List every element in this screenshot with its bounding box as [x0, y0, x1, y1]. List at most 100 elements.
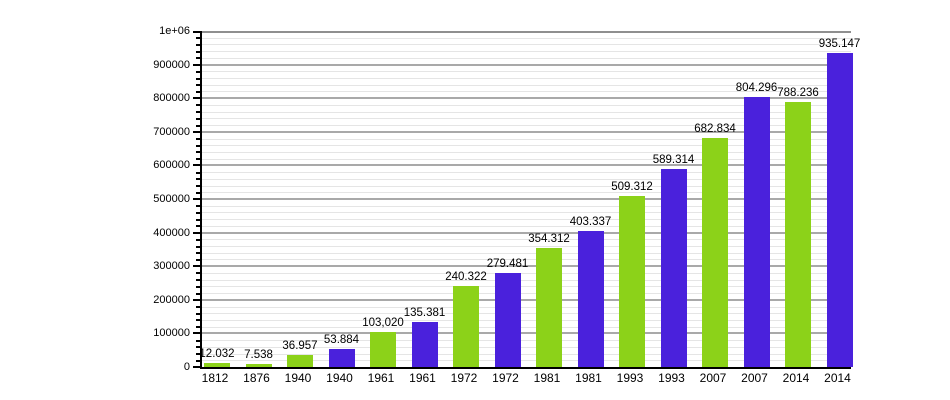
y-grid-minor: [202, 118, 851, 120]
y-major-tick: [193, 31, 200, 33]
y-minor-tick: [196, 151, 200, 154]
y-grid-major: [202, 130, 851, 133]
y-minor-tick: [196, 205, 200, 208]
y-major-tick: [193, 164, 200, 167]
bar-value-label: 135.381: [403, 307, 446, 319]
x-tick-label: 1993: [616, 371, 644, 385]
y-grid-minor: [202, 84, 851, 86]
y-grid-minor: [202, 272, 851, 274]
y-grid-minor: [202, 239, 851, 241]
y-major-tick: [193, 231, 200, 234]
x-tick-label: 1981: [575, 371, 602, 385]
y-grid-minor: [202, 360, 851, 362]
y-grid-minor: [202, 319, 851, 321]
y-grid-major: [202, 97, 851, 100]
y-tick-label: 400000: [153, 226, 190, 239]
y-grid-minor: [202, 78, 851, 80]
y-minor-tick: [196, 312, 200, 315]
x-tick-label: 1812: [201, 371, 229, 385]
y-grid-minor: [202, 259, 851, 261]
y-grid-major: [202, 198, 851, 200]
bar: [494, 273, 521, 367]
y-grid-minor: [202, 212, 851, 214]
y-grid-major: [202, 164, 851, 167]
y-minor-tick: [196, 70, 200, 73]
x-tick-label: 1876: [243, 371, 270, 385]
y-major-tick: [193, 332, 200, 335]
bar-value-label: 935.147: [818, 38, 861, 50]
bar-value-label: 12.032: [199, 348, 235, 360]
y-grid-major: [202, 231, 851, 234]
y-grid-minor: [202, 246, 851, 248]
y-grid-major: [202, 63, 851, 66]
y-minor-tick: [196, 279, 200, 282]
bar: [785, 102, 811, 367]
y-grid-minor: [202, 293, 851, 295]
y-minor-tick: [196, 359, 200, 362]
x-tick-label: 1972: [492, 371, 519, 385]
bar-value-label: 279.481: [486, 258, 529, 270]
y-grid-minor: [202, 145, 851, 147]
bar: [287, 355, 313, 367]
x-tick-label: 1993: [658, 371, 685, 385]
bar: [411, 322, 438, 367]
bar-value-label: 7.538: [244, 349, 273, 361]
x-tick-label: 2007: [699, 371, 727, 385]
y-minor-tick: [196, 104, 200, 107]
bar-value-label: 509.312: [611, 181, 653, 193]
y-minor-tick: [196, 306, 200, 309]
x-tick-label: 2007: [741, 371, 768, 385]
x-tick-label: 2014: [782, 371, 810, 385]
bar: [328, 349, 355, 367]
y-grid-minor: [202, 44, 851, 46]
bar: [245, 364, 272, 367]
y-minor-tick: [196, 218, 200, 221]
y-major-tick: [193, 63, 200, 66]
y-minor-tick: [196, 111, 200, 114]
y-tick-label: 0: [183, 361, 190, 373]
y-minor-tick: [196, 339, 200, 342]
bar-value-label: 103,020: [362, 317, 404, 329]
bar-value-label: 403.337: [569, 216, 612, 228]
y-tick-label: 900000: [153, 58, 190, 71]
x-tick-label: 1940: [326, 371, 353, 385]
y-minor-tick: [196, 90, 200, 93]
bar-value-label: 788.236: [777, 87, 819, 99]
x-tick-label: 1981: [533, 371, 561, 385]
plot-area: 12.032 7.538 36.957 53.884 103,020 135.381 240…: [193, 31, 860, 369]
y-minor-tick: [196, 178, 200, 181]
y-tick-label: 1e+06: [159, 25, 190, 37]
y-grid-minor: [202, 205, 851, 207]
y-grid-minor: [202, 37, 851, 39]
y-grid-major: [202, 298, 851, 301]
bar-value-label: 589.314: [652, 154, 695, 166]
y-minor-tick: [196, 245, 200, 248]
y-grid-minor: [202, 158, 851, 160]
bar-value-label: 36.957: [282, 340, 318, 352]
y-major-tick: [193, 366, 200, 368]
y-minor-tick: [196, 292, 200, 295]
bar: [660, 169, 687, 367]
bar-value-label: 240.322: [445, 271, 487, 283]
y-minor-tick: [196, 50, 200, 53]
bar-value-label: 53.884: [323, 334, 360, 346]
y-minor-tick: [196, 353, 200, 356]
y-minor-tick: [196, 252, 200, 255]
y-minor-tick: [196, 185, 200, 188]
y-grid-minor: [202, 306, 851, 308]
bar: [826, 53, 853, 367]
y-grid-minor: [202, 286, 851, 288]
y-tick-label: 800000: [153, 92, 190, 105]
y-minor-tick: [196, 138, 200, 141]
y-tick-label: 500000: [153, 193, 190, 205]
y-grid-minor: [202, 111, 851, 113]
y-minor-tick: [196, 191, 200, 194]
y-minor-tick: [196, 144, 200, 147]
bar-value-label: 354.312: [528, 233, 570, 245]
x-tick-label: 1961: [367, 371, 395, 385]
y-grid-minor: [202, 178, 851, 180]
y-minor-tick: [196, 77, 200, 80]
bar-value-label: 682.834: [694, 123, 736, 135]
bar: [370, 332, 396, 367]
y-grid-minor: [202, 340, 851, 342]
